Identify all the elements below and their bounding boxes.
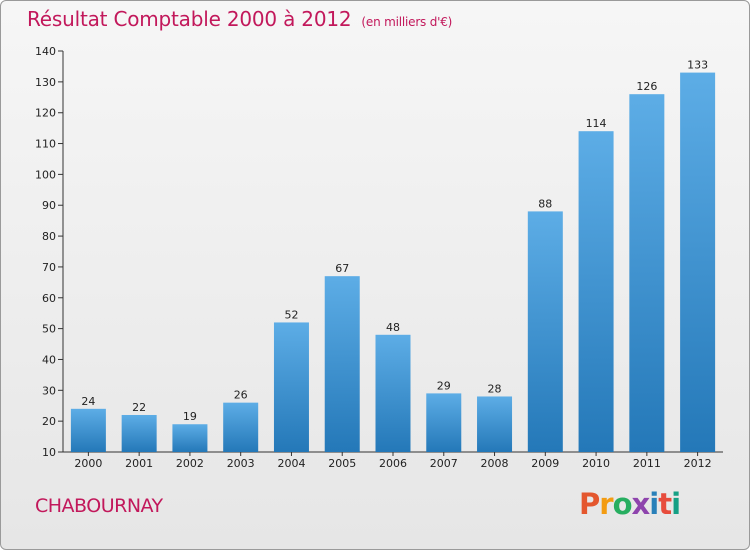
- data-label-2010: 114: [586, 117, 607, 130]
- x-tick-label-2000: 2000: [74, 457, 102, 470]
- bar-2012: [680, 72, 716, 452]
- bar-2004: [273, 322, 309, 452]
- bar-2003: [223, 402, 259, 452]
- logo-letter: t: [658, 487, 672, 521]
- data-label-2011: 126: [636, 80, 657, 93]
- y-tick-label: 90: [42, 199, 56, 212]
- data-label-2005: 67: [335, 262, 349, 275]
- x-tick-label-2012: 2012: [684, 457, 712, 470]
- logo-letter: i: [649, 487, 659, 521]
- bar-2001: [121, 414, 157, 452]
- chart-title-text: Résultat Comptable 2000 à 2012: [27, 7, 352, 31]
- data-label-2009: 88: [538, 197, 552, 210]
- bar-2006: [375, 334, 411, 452]
- bar-2008: [477, 396, 513, 452]
- y-tick-label: 100: [35, 168, 56, 181]
- y-tick-label: 140: [35, 45, 56, 58]
- data-label-2001: 22: [132, 401, 146, 414]
- data-label-2000: 24: [81, 395, 95, 408]
- y-tick-label: 120: [35, 107, 56, 120]
- logo-letter: x: [631, 487, 651, 521]
- chart-labels: 24 2000 22 2001 19 2002 26 2003 52 2004 67 2005 48 20…: [74, 59, 711, 470]
- bar-2007: [426, 393, 462, 452]
- x-tick-label-2008: 2008: [481, 457, 509, 470]
- x-tick-label-2007: 2007: [430, 457, 458, 470]
- bar-2002: [172, 424, 208, 452]
- data-label-2004: 52: [284, 308, 298, 321]
- data-label-2007: 29: [437, 379, 451, 392]
- proxiti-logo: Proxiti: [579, 487, 681, 521]
- bar-2000: [70, 408, 106, 452]
- y-tick-label: 30: [42, 384, 56, 397]
- data-label-2006: 48: [386, 321, 400, 334]
- y-tick-label: 60: [42, 292, 56, 305]
- bar-2009: [527, 211, 563, 452]
- bar-2005: [324, 276, 360, 452]
- y-tick-label: 40: [42, 353, 56, 366]
- logo-letter: i: [671, 487, 681, 521]
- x-tick-label-2005: 2005: [328, 457, 356, 470]
- y-tick-label: 10: [42, 446, 56, 459]
- bar-2011: [629, 94, 665, 452]
- y-tick-label: 50: [42, 323, 56, 336]
- y-tick-label: 70: [42, 261, 56, 274]
- chart-subtitle: (en milliers d'€): [361, 15, 453, 29]
- logo-letter: P: [579, 487, 600, 521]
- chart-title: Résultat Comptable 2000 à 2012 (en millie…: [27, 7, 452, 31]
- x-tick-label-2010: 2010: [582, 457, 610, 470]
- data-label-2002: 19: [183, 410, 197, 423]
- x-tick-label-2003: 2003: [227, 457, 255, 470]
- data-label-2012: 133: [687, 59, 708, 72]
- bar-2010: [578, 131, 614, 452]
- chart-axes: 10 20 30 40 50 60 70 80 90 100 110 120 130 140: [35, 45, 723, 459]
- x-tick-label-2011: 2011: [633, 457, 661, 470]
- x-tick-label-2009: 2009: [531, 457, 559, 470]
- x-tick-label-2004: 2004: [277, 457, 305, 470]
- y-tick-label: 20: [42, 415, 56, 428]
- commune-name: CHABOURNAY: [35, 495, 163, 517]
- logo-letter: o: [612, 487, 633, 521]
- data-label-2003: 26: [234, 389, 248, 402]
- y-tick-label: 110: [35, 138, 56, 151]
- data-label-2008: 28: [488, 382, 502, 395]
- chart-bars: [70, 72, 716, 452]
- x-tick-label-2006: 2006: [379, 457, 407, 470]
- x-tick-label-2001: 2001: [125, 457, 153, 470]
- y-tick-label: 130: [35, 76, 56, 89]
- y-tick-label: 80: [42, 230, 56, 243]
- x-tick-label-2002: 2002: [176, 457, 204, 470]
- logo-letter: r: [599, 487, 613, 521]
